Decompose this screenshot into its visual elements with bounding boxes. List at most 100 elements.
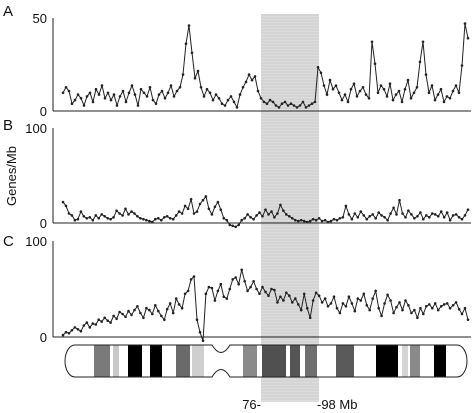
panel-b-data-point [157,217,160,220]
panel-c-data-point [436,308,440,312]
panel-b-data-point [335,218,339,222]
panel-a-data-point [190,51,194,55]
panel-b-data-point [249,216,252,219]
panel-a-data-point [421,40,425,44]
panel-c-data-point [204,292,208,296]
panel-a-data-point [64,86,68,89]
panel-c-data-point [97,318,100,322]
panel-b-data-point [174,214,178,217]
panel-c-data-point [407,304,410,307]
panel-b-data-point [326,220,330,224]
panel-a-data-point [418,60,422,64]
panel-a-data-point [142,91,146,95]
panel-c-data-point [139,311,142,315]
panel-a-data-point [382,87,386,91]
panel-b-data-point [240,218,243,222]
panel-c-data-point [127,309,130,313]
panel-a-data-point [115,104,119,107]
panel-c-data-point [445,302,449,305]
panel-b-data-point [308,219,312,223]
panel-c-data-point [374,289,378,293]
panel-c-data-point [207,285,211,289]
panel-a-data-point [430,84,434,87]
panel-b-data-point [61,200,65,204]
panel-b-data-point [145,218,148,222]
panel-a-data-point [250,78,254,82]
panel-c-data-point [451,304,455,307]
panel-a-data-point [337,91,341,95]
panel-c-data-point [323,297,327,300]
panel-b-data-point [422,217,425,221]
panel-b-data-point [428,216,431,219]
panel-a-data-point [292,104,296,107]
panel-b-data-point [151,220,154,224]
panel-c-data-point [305,306,309,310]
panel-a-data-point [136,104,140,107]
panel-b-data-point [213,205,217,209]
panel-a-data-point [145,95,149,98]
panel-a-data-point [268,98,272,102]
panel-b-data-point [374,217,378,220]
panel-b-data-point [380,214,383,217]
panel-b-data-point [258,211,261,214]
panel-b-data-point [255,214,258,217]
panel-b-data-point [398,198,401,202]
panel-a-data-point [193,76,197,80]
panel-c-data-point [82,324,86,327]
panel-c-data-point [186,289,190,293]
panel-b-data-point [320,219,324,223]
panel-a-data-point [124,100,128,104]
panel-b-data-point [279,203,282,207]
panel-c-data-point [371,297,375,300]
panel-b-data-point [457,216,461,219]
panel-a-data-point [196,69,200,73]
panel-b-data-point [413,217,416,220]
panel-c-data-point [356,297,360,300]
panel-a-data-point [301,100,305,104]
panel-a-data-point [229,95,233,98]
panel-a-data-point [226,98,230,102]
panel-b-data-point [451,214,455,217]
panel-b-data-point [419,211,422,214]
chromosome-outline [64,344,468,378]
panel-c-data-point [198,330,202,334]
panel-c-data-point [383,302,386,305]
panel-c-data-point [130,313,133,317]
panel-c-data-point [425,305,428,308]
panel-c-data-point [463,306,467,310]
panel-b-data-point [276,212,279,215]
panel-a-data-point [76,93,80,96]
panel-b-data-point [225,218,229,222]
panel-a-data-point [160,89,164,93]
panel-c-data-point [299,308,303,312]
panel-a-data-point [304,106,308,109]
panel-c-data-point [392,311,395,315]
panel-a-data-point [385,95,389,98]
panel-c-data-point [431,306,434,310]
panel-a-data-point [94,87,98,91]
panel-b-data-point [448,218,452,222]
panel-c-data-point [350,302,354,305]
panel-c-data-point [61,333,65,337]
panel-b-data-point [362,214,366,217]
panel-a-data-point [253,75,257,78]
panel-a-data-point [139,87,143,91]
panel-c-data-point [365,304,369,307]
panel-a-data-point [73,98,77,102]
panel-c-data-point [145,306,148,310]
panel-b-data-point [76,217,80,221]
panel-a-data-point [241,86,245,89]
panel-b-data-point [243,217,246,220]
panel-c-data-point [118,310,121,314]
panel-b-data-point [189,198,193,201]
panel-b-data-point [305,220,309,224]
panel-b-data-point [201,198,205,202]
panel-a-data-point [352,82,356,85]
panel-a-data-point [217,97,221,100]
panel-a-data-point [238,93,242,96]
panel-b-data-point [344,204,348,208]
panel-b-data-point [231,224,234,228]
panel-b-data-point [425,214,428,217]
panel-a-data-point [103,97,107,100]
panel-a-data-point [463,22,467,25]
